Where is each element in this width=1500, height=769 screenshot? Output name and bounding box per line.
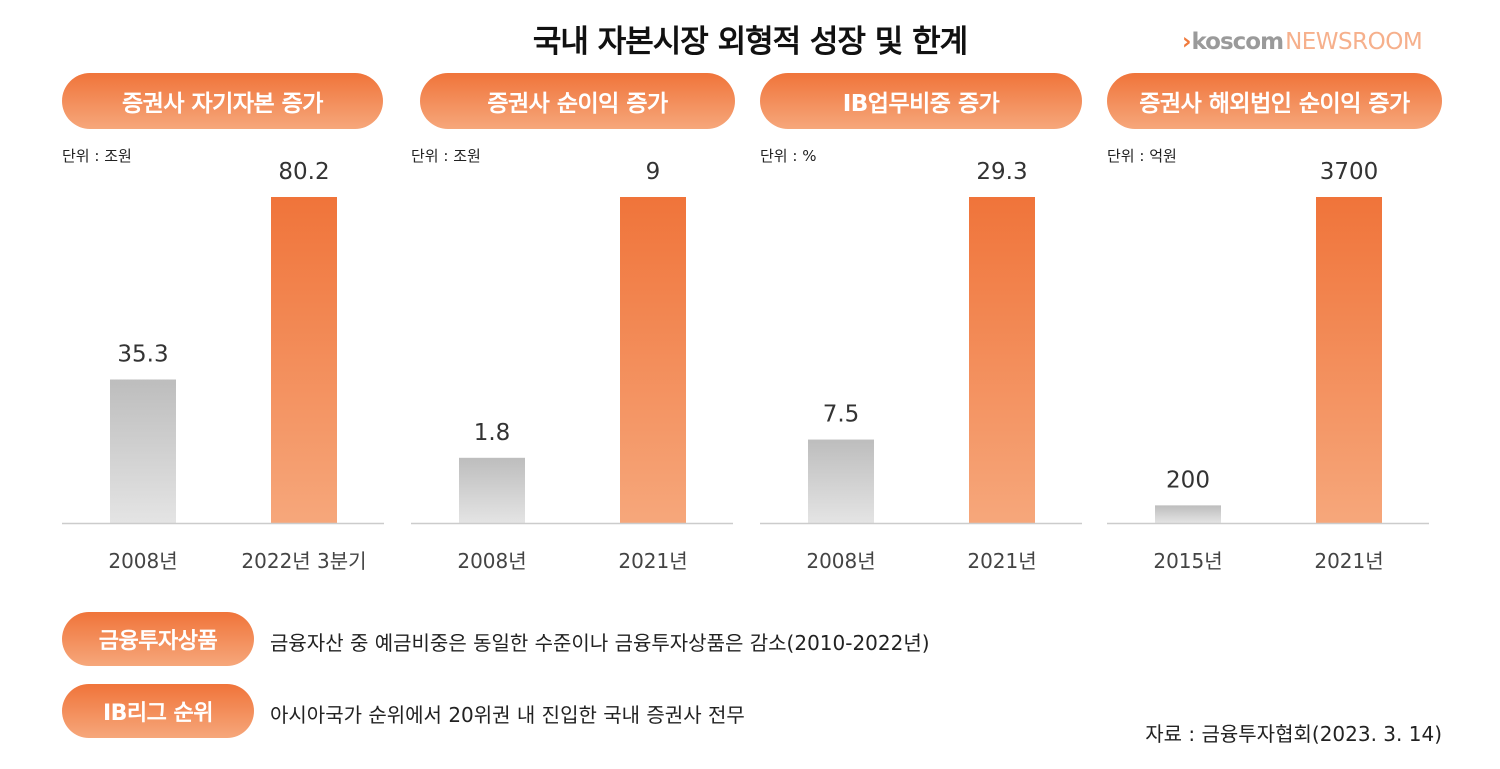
- category-label: 2022년 3분기: [241, 549, 366, 573]
- data-label: 7.5: [823, 402, 860, 428]
- category-label: 2008년: [806, 549, 875, 573]
- note-label-financial-products: 금융투자상품: [62, 612, 254, 666]
- chevron-right-icon: ›: [1182, 29, 1192, 55]
- page-title: 국내 자본시장 외형적 성장 및 한계: [532, 24, 968, 60]
- chart-title-3: IB업무비중 증가: [760, 73, 1082, 129]
- chart-unit: 단위 : 조원: [62, 147, 132, 165]
- bar-chart-net-income: 단위 : 조원 1.8 2008년 9 2021년: [411, 135, 733, 595]
- bar-chart-overseas-income: 단위 : 억원 200 2015년 3700 2021년: [1107, 135, 1429, 595]
- chart-unit: 단위 : 조원: [411, 147, 481, 165]
- category-label: 2008년: [457, 549, 526, 573]
- bar-2021년: [1316, 197, 1382, 523]
- chart-title-1: 증권사 자기자본 증가: [62, 73, 383, 129]
- bar-2021년: [620, 197, 686, 523]
- bar-2008년: [808, 439, 874, 523]
- chart-unit: 단위 : %: [760, 147, 817, 165]
- category-label: 2015년: [1153, 549, 1222, 573]
- bar-chart-ib-share: 단위 : % 7.5 2008년 29.3 2021년: [760, 135, 1082, 595]
- chart-unit: 단위 : 억원: [1107, 147, 1177, 165]
- chart-title-2: 증권사 순이익 증가: [420, 73, 735, 129]
- data-label: 29.3: [976, 159, 1027, 185]
- chart-title-4: 증권사 해외법인 순이익 증가: [1107, 73, 1442, 129]
- data-label: 80.2: [278, 159, 329, 185]
- data-label: 35.3: [117, 342, 168, 368]
- category-label: 2021년: [967, 549, 1036, 573]
- data-label: 200: [1166, 467, 1210, 493]
- bar-plot: 200 2015년 3700 2021년: [1107, 159, 1429, 573]
- source-note: 자료 : 금융투자협회(2023. 3. 14): [1145, 722, 1442, 746]
- bar-2021년: [969, 197, 1035, 523]
- bar-2015년: [1155, 505, 1221, 523]
- note-text-ib-league: 아시아국가 순위에서 20위권 내 진입한 국내 증권사 전무: [270, 703, 745, 727]
- bar-chart-equity: 단위 : 조원 35.3 2008년 80.2 2022년 3분기: [62, 135, 384, 595]
- koscom-logo: ›koscomNEWSROOM: [1182, 29, 1423, 55]
- bar-plot: 35.3 2008년 80.2 2022년 3분기: [62, 159, 384, 573]
- bar-plot: 1.8 2008년 9 2021년: [411, 159, 733, 573]
- data-label: 3700: [1320, 159, 1379, 185]
- note-label-ib-league: IB리그 순위: [62, 684, 254, 738]
- category-label: 2021년: [1314, 549, 1383, 573]
- bar-2022년 3분기: [271, 197, 337, 523]
- logo-sub: NEWSROOM: [1285, 29, 1423, 55]
- bar-2008년: [459, 457, 525, 523]
- category-label: 2008년: [108, 549, 177, 573]
- data-label: 9: [646, 159, 661, 185]
- note-text-financial-products: 금융자산 중 예금비중은 동일한 수준이나 금융투자상품은 감소(2010-20…: [270, 631, 930, 655]
- category-label: 2021년: [618, 549, 687, 573]
- bar-plot: 7.5 2008년 29.3 2021년: [760, 159, 1082, 573]
- logo-name: koscom: [1191, 29, 1284, 55]
- bar-2008년: [110, 379, 176, 523]
- data-label: 1.8: [474, 420, 511, 446]
